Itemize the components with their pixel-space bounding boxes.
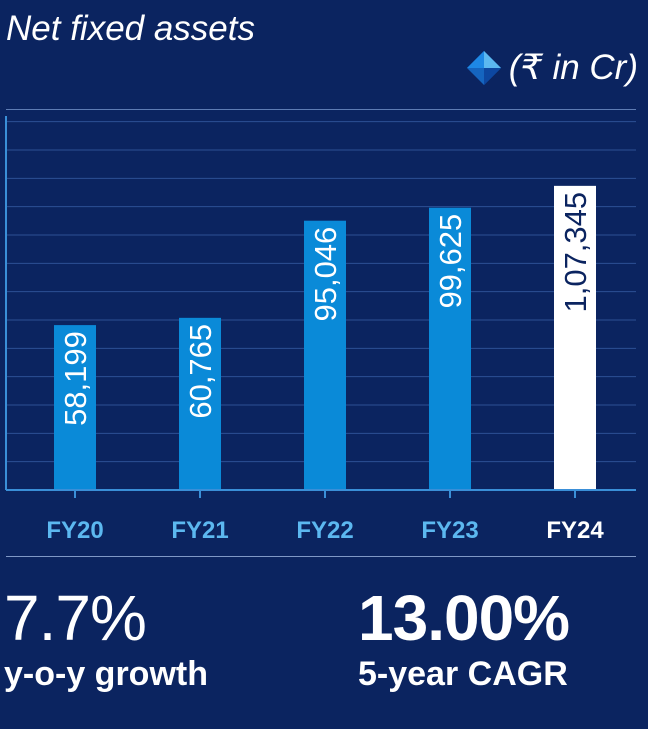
- yoy-growth-stat: 7.7% y-o-y growth: [4, 582, 208, 694]
- x-tick-label: FY21: [171, 517, 228, 544]
- bar-value-label: 60,765: [183, 324, 218, 419]
- bar-fy21: [179, 317, 221, 490]
- x-tick-label: FY24: [546, 517, 604, 544]
- x-tick-label: FY22: [296, 517, 353, 544]
- cagr-stat: 13.00% 5-year CAGR: [358, 582, 570, 694]
- x-tick-label: FY23: [421, 517, 478, 544]
- unit-text: (₹ in Cr): [508, 48, 638, 87]
- chart-title: Net fixed assets: [6, 9, 255, 48]
- x-tick-label: FY20: [46, 517, 103, 544]
- bar-value-label: 1,07,345: [558, 192, 593, 313]
- bar-fy23: [429, 207, 471, 490]
- yoy-growth-value: 7.7%: [4, 582, 147, 654]
- diamond-icon: [466, 51, 501, 85]
- bar-fy20: [54, 325, 96, 490]
- bar-fy24: [554, 185, 596, 490]
- bar-fy22: [304, 220, 346, 490]
- bars: 58,199 60,765 95,046 99,625 1,07,345: [54, 185, 596, 490]
- cagr-value: 13.00%: [358, 582, 570, 654]
- bar-value-label: 95,046: [308, 227, 343, 322]
- yoy-growth-label: y-o-y growth: [4, 655, 208, 693]
- x-tick-labels: FY20 FY21 FY22 FY23 FY24: [46, 517, 604, 544]
- bottom-divider: [6, 556, 636, 557]
- unit-label: (₹ in Cr): [466, 48, 638, 88]
- bar-value-label: 58,199: [58, 331, 93, 426]
- bar-value-label: 99,625: [433, 214, 468, 309]
- top-divider: [6, 109, 636, 110]
- axes: [5, 116, 636, 498]
- cagr-label: 5-year CAGR: [358, 655, 568, 693]
